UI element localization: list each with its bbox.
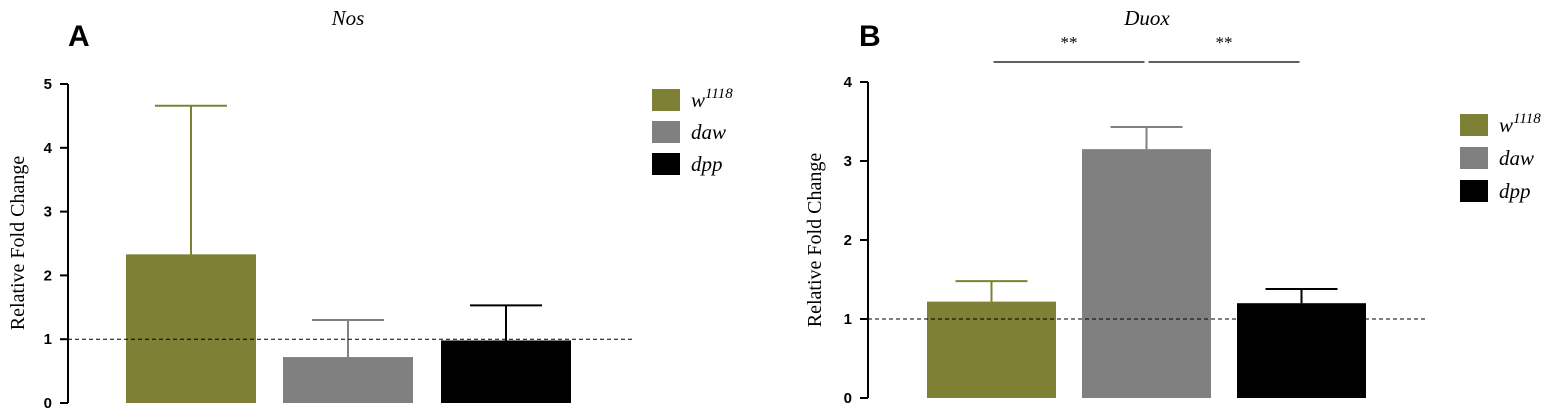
y-tick-label: 1 bbox=[844, 311, 852, 328]
legend-label-dpp: dpp bbox=[691, 152, 723, 176]
legend-label-daw: daw bbox=[691, 120, 726, 144]
legend-swatch-w bbox=[652, 89, 680, 111]
y-tick-label: 4 bbox=[844, 74, 853, 91]
legend-swatch-daw bbox=[1460, 147, 1488, 169]
bar-daw bbox=[283, 357, 413, 403]
significance-label: ** bbox=[1216, 33, 1233, 52]
legend-name: w bbox=[691, 88, 705, 112]
bar-dpp bbox=[441, 340, 571, 403]
y-tick-label: 2 bbox=[44, 267, 52, 284]
legend-name: daw bbox=[1499, 146, 1534, 170]
legend-swatch-dpp bbox=[1460, 180, 1488, 202]
legend-name: dpp bbox=[1499, 179, 1531, 203]
chart-title: Duox bbox=[1123, 6, 1170, 30]
bar-w bbox=[126, 254, 256, 403]
legend-superscript: 1118 bbox=[705, 86, 733, 102]
y-tick-label: 1 bbox=[44, 331, 52, 348]
significance-label: ** bbox=[1061, 33, 1078, 52]
panel-letter: B bbox=[859, 20, 881, 53]
legend-label-dpp: dpp bbox=[1499, 179, 1531, 203]
y-tick-label: 3 bbox=[844, 153, 852, 170]
legend-superscript: 1118 bbox=[1513, 111, 1541, 127]
y-tick-label: 3 bbox=[44, 204, 52, 221]
y-axis-label: Relative Fold Change bbox=[7, 156, 29, 331]
chart-title: Nos bbox=[331, 6, 365, 30]
y-tick-label: 2 bbox=[844, 232, 852, 249]
legend-label-w: w1118 bbox=[691, 86, 733, 112]
y-axis-label: Relative Fold Change bbox=[804, 153, 826, 328]
legend-label-w: w1118 bbox=[1499, 111, 1541, 137]
legend-swatch-w bbox=[1460, 114, 1488, 136]
bar-dpp bbox=[1237, 303, 1366, 398]
legend-name: w bbox=[1499, 113, 1513, 137]
y-tick-label: 4 bbox=[44, 140, 53, 157]
legend-name: daw bbox=[691, 120, 726, 144]
legend-label-daw: daw bbox=[1499, 146, 1534, 170]
panel-letter: A bbox=[68, 20, 90, 53]
legend-swatch-dpp bbox=[652, 153, 680, 175]
y-tick-label: 0 bbox=[44, 395, 52, 412]
bar-w bbox=[927, 301, 1056, 398]
y-tick-label: 5 bbox=[44, 76, 52, 93]
legend-name: dpp bbox=[691, 152, 723, 176]
bar-daw bbox=[1082, 149, 1211, 398]
y-tick-label: 0 bbox=[844, 390, 852, 407]
legend-swatch-daw bbox=[652, 121, 680, 143]
